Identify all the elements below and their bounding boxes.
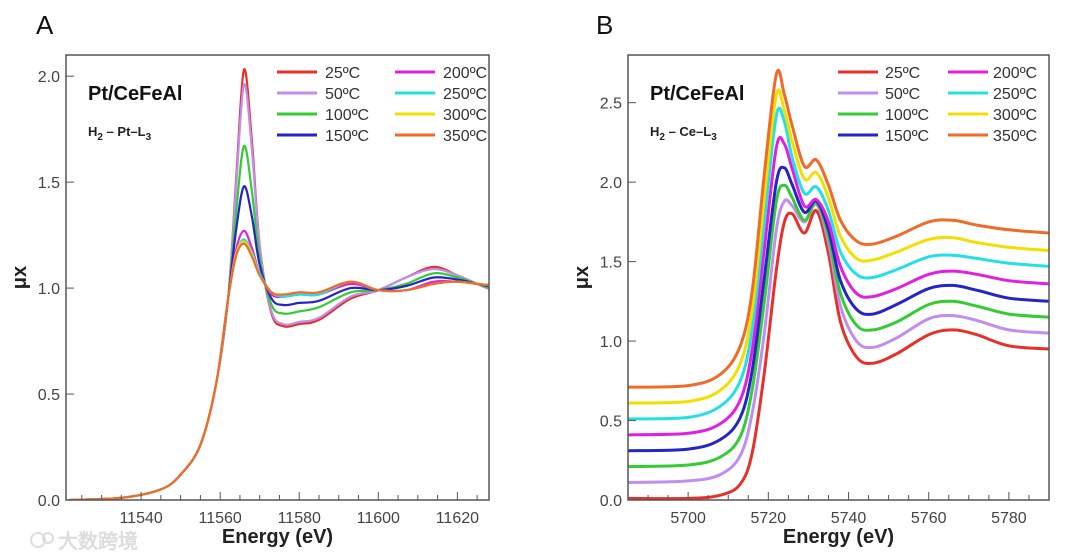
legend-item: 25ºC xyxy=(838,65,920,82)
chart-b: 5700 5720 5740 5760 5780 0.0 0.5 1.0 1.5 2.0 2.5 En… xyxy=(571,54,1050,548)
watermark: 大数跨境 xyxy=(58,529,138,553)
chart-subtitle: H2 – Ce–L3 xyxy=(650,124,717,143)
y-tick-label: 0.5 xyxy=(38,387,60,404)
legend-item: 50ºC xyxy=(277,86,360,103)
x-tick-label: 11600 xyxy=(357,510,400,527)
legend-label: 300ºC xyxy=(443,107,487,124)
subscript: 2 xyxy=(97,132,103,143)
legend-item: 25ºC xyxy=(277,65,360,82)
series-line-350c xyxy=(69,242,489,500)
x-tick-label: 5740 xyxy=(831,510,867,527)
x-tick-label: 11540 xyxy=(119,510,162,527)
chart-title: Pt/CeFeAl xyxy=(88,83,182,105)
plot-frame xyxy=(627,54,1050,501)
x-tick-label: 5700 xyxy=(670,510,706,527)
y-tick-label: 1.5 xyxy=(600,255,622,272)
y-tick-label: 0.0 xyxy=(600,493,622,510)
chart-title: Pt/CeFeAl xyxy=(650,83,744,105)
x-tick-label: 5720 xyxy=(751,510,787,527)
subtitle-text: H xyxy=(88,124,97,139)
subtitle-text: H xyxy=(650,124,659,139)
series-group xyxy=(69,68,489,500)
series-line-350c xyxy=(628,68,1049,389)
series-line-50c xyxy=(628,198,1049,485)
legend-label: 50ºC xyxy=(885,86,920,103)
legend-label: 100ºC xyxy=(885,107,929,124)
series-line-50c xyxy=(69,83,489,500)
y-tick-label: 1.0 xyxy=(38,281,60,298)
legend-label: 250ºC xyxy=(993,86,1037,103)
legend-item: 100ºC xyxy=(838,107,929,124)
x-axis-label: Energy (eV) xyxy=(783,526,894,548)
y-tick-label: 2.5 xyxy=(600,96,622,113)
legend-label: 50ºC xyxy=(325,86,360,103)
series-line-200c xyxy=(628,136,1049,437)
legend-label: 200ºC xyxy=(993,65,1037,82)
y-tick-label: 2.0 xyxy=(38,69,60,86)
subscript: 2 xyxy=(659,132,665,143)
series-line-100c xyxy=(69,144,489,500)
legend-item: 250ºC xyxy=(395,86,487,103)
chart-subtitle: H2 – Pt–L3 xyxy=(88,124,152,143)
y-tick-label: 1.5 xyxy=(38,175,60,192)
x-tick-label: 5780 xyxy=(991,510,1027,527)
legend-label: 150ºC xyxy=(325,128,369,145)
legend-label: 200ºC xyxy=(443,65,487,82)
panel-label-a: A xyxy=(36,10,54,40)
y-tick-label: 1.0 xyxy=(600,334,622,351)
legend-item: 100ºC xyxy=(277,107,369,124)
x-tick-label: 11620 xyxy=(436,510,479,527)
subscript: 3 xyxy=(146,132,152,143)
x-tick-label: 5760 xyxy=(911,510,947,527)
y-axis-label: μx xyxy=(571,266,593,289)
legend-label: 25ºC xyxy=(325,65,360,82)
watermark-logo-icon xyxy=(30,532,54,548)
legend-label: 350ºC xyxy=(443,128,487,145)
panel-label-b: B xyxy=(596,10,613,40)
chart-a: 11540 11560 11580 11600 11620 0.0 0.5 1.0 1.5 2.0… xyxy=(9,54,490,548)
legend-label: 25ºC xyxy=(885,65,920,82)
legend-item: 250ºC xyxy=(948,86,1037,103)
legend-item: 350ºC xyxy=(395,128,487,145)
y-tick-label: 0.5 xyxy=(600,414,622,431)
legend-label: 300ºC xyxy=(993,107,1037,124)
series-line-150c xyxy=(69,185,489,500)
y-axis-label: μx xyxy=(9,266,31,289)
x-tick-label: 11560 xyxy=(199,510,242,527)
subscript: 3 xyxy=(711,132,717,143)
legend: 25ºC 50ºC 100ºC 150ºC 200ºC 250ºC 300ºC 350ºC xyxy=(838,65,1037,145)
series-line-25c xyxy=(628,209,1049,500)
series-line-300c xyxy=(69,240,489,500)
legend-item: 200ºC xyxy=(395,65,487,82)
series-line-200c xyxy=(69,229,489,500)
legend-item: 300ºC xyxy=(948,107,1037,124)
x-tick-label: 11580 xyxy=(278,510,321,527)
legend-item: 350ºC xyxy=(948,128,1037,145)
series-line-100c xyxy=(628,183,1049,469)
legend-item: 50ºC xyxy=(838,86,920,103)
series-line-300c xyxy=(628,88,1049,405)
series-line-250c xyxy=(628,106,1049,421)
subtitle-text: – Ce–L xyxy=(665,124,711,139)
subtitle-text: – Pt–L xyxy=(103,124,146,139)
y-tick-label: 0.0 xyxy=(38,493,60,510)
x-axis-label: Energy (eV) xyxy=(222,526,333,548)
legend: 25ºC 50ºC 100ºC 150ºC 200ºC 250ºC 300ºC 350ºC xyxy=(277,65,487,145)
legend-item: 150ºC xyxy=(277,128,369,145)
series-group xyxy=(628,68,1049,500)
legend-item: 300ºC xyxy=(395,107,487,124)
legend-label: 100ºC xyxy=(325,107,369,124)
legend-label: 250ºC xyxy=(443,86,487,103)
legend-label: 150ºC xyxy=(885,128,929,145)
legend-item: 150ºC xyxy=(838,128,929,145)
y-tick-label: 2.0 xyxy=(600,175,622,192)
legend-label: 350ºC xyxy=(993,128,1037,145)
plot-frame xyxy=(65,54,490,501)
legend-item: 200ºC xyxy=(948,65,1037,82)
